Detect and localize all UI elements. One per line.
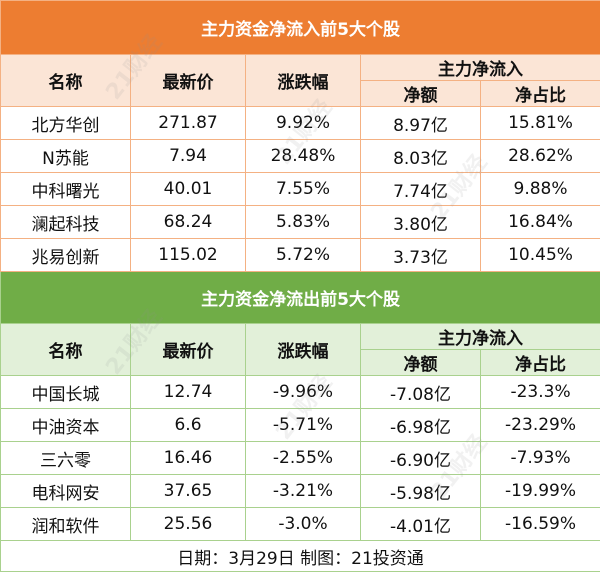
stock-name: 中油资本 bbox=[1, 409, 131, 442]
stock-name: 润和软件 bbox=[1, 508, 131, 541]
stock-net: 3.80亿 bbox=[361, 206, 481, 239]
stock-change: 5.72% bbox=[246, 239, 361, 272]
table-row: 中科曙光 40.01 7.55% 7.74亿 9.88% bbox=[1, 173, 600, 206]
stock-net: -5.98亿 bbox=[361, 475, 481, 508]
stock-net: -6.98亿 bbox=[361, 409, 481, 442]
stock-ratio: 10.45% bbox=[481, 239, 600, 272]
stock-ratio: -7.93% bbox=[481, 442, 600, 475]
stock-name: 中科曙光 bbox=[1, 173, 131, 206]
stock-ratio: 9.88% bbox=[481, 173, 600, 206]
stock-ratio: 28.62% bbox=[481, 140, 600, 173]
stock-net: 3.73亿 bbox=[361, 239, 481, 272]
stock-net: 8.03亿 bbox=[361, 140, 481, 173]
stock-change: -3.21% bbox=[246, 475, 361, 508]
table-row: 中国长城 12.74 -9.96% -7.08亿 -23.3% bbox=[1, 376, 600, 409]
stock-price: 16.46 bbox=[131, 442, 246, 475]
footer-caption: 日期：3月29日 制图：21投资通 bbox=[1, 541, 600, 572]
stock-change: 5.83% bbox=[246, 206, 361, 239]
header-ratio: 净占比 bbox=[481, 350, 600, 376]
stock-price: 68.24 bbox=[131, 206, 246, 239]
header-change: 涨跌幅 bbox=[246, 324, 361, 376]
outflow-title: 主力资金净流出前5大个股 bbox=[1, 272, 600, 324]
stock-name: 三六零 bbox=[1, 442, 131, 475]
header-price: 最新价 bbox=[131, 324, 246, 376]
table-row: 中油资本 6.6 -5.71% -6.98亿 -23.29% bbox=[1, 409, 600, 442]
stock-price: 12.74 bbox=[131, 376, 246, 409]
stock-price: 25.56 bbox=[131, 508, 246, 541]
stock-ratio: -19.99% bbox=[481, 475, 600, 508]
header-net: 净额 bbox=[361, 350, 481, 376]
stock-net: -4.01亿 bbox=[361, 508, 481, 541]
stock-net: 7.74亿 bbox=[361, 173, 481, 206]
stock-ratio: -16.59% bbox=[481, 508, 600, 541]
stock-name: 兆易创新 bbox=[1, 239, 131, 272]
stock-change: 28.48% bbox=[246, 140, 361, 173]
stock-price: 40.01 bbox=[131, 173, 246, 206]
inflow-section: 主力资金净流入前5大个股 名称 最新价 涨跌幅 主力净流入 净额 净占比 北方华… bbox=[1, 1, 600, 272]
stock-ratio: -23.29% bbox=[481, 409, 600, 442]
stock-net: -6.90亿 bbox=[361, 442, 481, 475]
stock-change: 7.55% bbox=[246, 173, 361, 206]
header-price: 最新价 bbox=[131, 55, 246, 107]
stock-name: N苏能 bbox=[1, 140, 131, 173]
stock-price: 37.65 bbox=[131, 475, 246, 508]
stock-net: -7.08亿 bbox=[361, 376, 481, 409]
stock-price: 7.94 bbox=[131, 140, 246, 173]
header-name: 名称 bbox=[1, 55, 131, 107]
stock-change: 9.92% bbox=[246, 107, 361, 140]
stock-ratio: 15.81% bbox=[481, 107, 600, 140]
header-change: 涨跌幅 bbox=[246, 55, 361, 107]
table-row: 电科网安 37.65 -3.21% -5.98亿 -19.99% bbox=[1, 475, 600, 508]
stock-name: 电科网安 bbox=[1, 475, 131, 508]
stock-price: 115.02 bbox=[131, 239, 246, 272]
stock-ratio: 16.84% bbox=[481, 206, 600, 239]
table-row: 北方华创 271.87 9.92% 8.97亿 15.81% bbox=[1, 107, 600, 140]
stock-name: 北方华创 bbox=[1, 107, 131, 140]
stock-change: -2.55% bbox=[246, 442, 361, 475]
header-group: 主力净流入 bbox=[361, 324, 600, 350]
stock-name: 澜起科技 bbox=[1, 206, 131, 239]
table-row: 澜起科技 68.24 5.83% 3.80亿 16.84% bbox=[1, 206, 600, 239]
header-name: 名称 bbox=[1, 324, 131, 376]
stock-name: 中国长城 bbox=[1, 376, 131, 409]
header-net: 净额 bbox=[361, 81, 481, 107]
inflow-title: 主力资金净流入前5大个股 bbox=[1, 1, 600, 55]
table-row: 三六零 16.46 -2.55% -6.90亿 -7.93% bbox=[1, 442, 600, 475]
stock-change: -3.0% bbox=[246, 508, 361, 541]
table-row: 润和软件 25.56 -3.0% -4.01亿 -16.59% bbox=[1, 508, 600, 541]
stock-ratio: -23.3% bbox=[481, 376, 600, 409]
stock-change: -9.96% bbox=[246, 376, 361, 409]
table-row: N苏能 7.94 28.48% 8.03亿 28.62% bbox=[1, 140, 600, 173]
stock-change: -5.71% bbox=[246, 409, 361, 442]
stock-price: 271.87 bbox=[131, 107, 246, 140]
header-group: 主力净流入 bbox=[361, 55, 600, 81]
table-row: 兆易创新 115.02 5.72% 3.73亿 10.45% bbox=[1, 239, 600, 272]
stock-net: 8.97亿 bbox=[361, 107, 481, 140]
outflow-section: 主力资金净流出前5大个股 名称 最新价 涨跌幅 主力净流入 净额 净占比 中国长… bbox=[1, 272, 600, 572]
header-ratio: 净占比 bbox=[481, 81, 600, 107]
stock-price: 6.6 bbox=[131, 409, 246, 442]
